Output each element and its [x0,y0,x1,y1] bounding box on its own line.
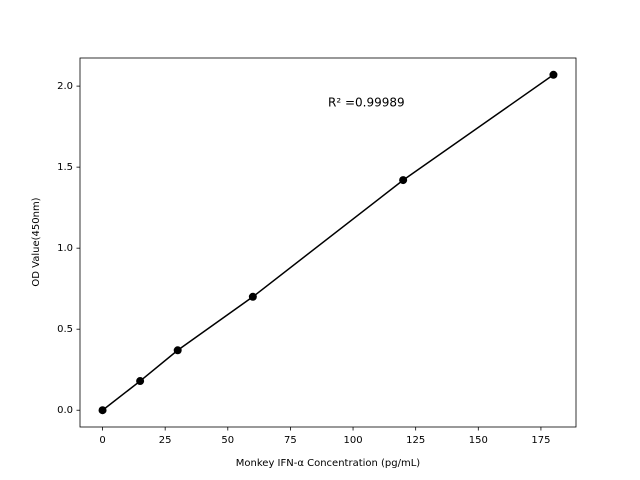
series-line [102,74,554,411]
data-point [98,406,107,415]
y-tick-label: 1.5 [57,162,73,173]
y-tick-label: 2.0 [57,81,73,92]
y-tick-label: 0.0 [57,405,73,416]
data-point [173,346,182,355]
data-point [136,377,145,386]
x-tick-label: 125 [406,435,425,446]
x-tick-label: 25 [159,435,172,446]
x-tick-label: 150 [469,435,488,446]
x-tick-label: 0 [99,435,105,446]
x-tick-label: 75 [284,435,297,446]
x-tick-label: 50 [221,435,234,446]
x-tick-label: 175 [531,435,550,446]
data-point [399,176,408,185]
x-tick-label: 100 [344,435,363,446]
data-point [248,292,257,301]
y-tick-label: 1.0 [57,243,73,254]
plot-frame [79,57,577,428]
y-axis-label: OD Value(450nm) [31,197,42,286]
data-point [549,70,558,79]
y-tick-label: 0.5 [57,324,73,335]
x-axis-label: Monkey IFN-α Concentration (pg/mL) [236,458,421,469]
annotation: R² =0.99989 [328,96,405,110]
